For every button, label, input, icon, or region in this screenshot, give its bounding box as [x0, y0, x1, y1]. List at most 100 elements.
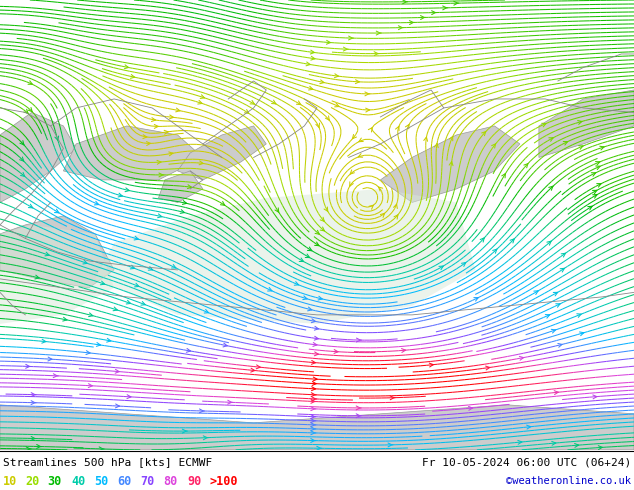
FancyArrowPatch shape	[100, 281, 105, 285]
FancyArrowPatch shape	[204, 310, 209, 313]
FancyArrowPatch shape	[307, 307, 312, 311]
FancyArrowPatch shape	[125, 188, 129, 192]
Polygon shape	[95, 189, 476, 324]
FancyArrowPatch shape	[318, 296, 322, 300]
FancyArrowPatch shape	[313, 377, 317, 381]
FancyArrowPatch shape	[134, 236, 138, 240]
FancyArrowPatch shape	[365, 92, 370, 96]
FancyArrowPatch shape	[380, 213, 385, 218]
FancyArrowPatch shape	[519, 356, 524, 360]
FancyArrowPatch shape	[486, 366, 489, 370]
FancyArrowPatch shape	[501, 173, 505, 178]
FancyArrowPatch shape	[28, 81, 32, 84]
FancyArrowPatch shape	[560, 269, 564, 272]
FancyArrowPatch shape	[115, 369, 119, 373]
FancyArrowPatch shape	[311, 319, 316, 322]
FancyArrowPatch shape	[42, 339, 46, 343]
Polygon shape	[63, 126, 203, 180]
FancyArrowPatch shape	[553, 293, 558, 296]
FancyArrowPatch shape	[359, 138, 363, 142]
FancyArrowPatch shape	[31, 392, 36, 396]
FancyArrowPatch shape	[579, 146, 583, 149]
FancyArrowPatch shape	[558, 343, 562, 347]
FancyArrowPatch shape	[598, 446, 602, 449]
FancyArrowPatch shape	[424, 137, 427, 141]
FancyArrowPatch shape	[311, 392, 316, 396]
FancyArrowPatch shape	[356, 406, 361, 410]
FancyArrowPatch shape	[25, 365, 31, 368]
FancyArrowPatch shape	[20, 172, 25, 176]
FancyArrowPatch shape	[309, 86, 313, 90]
FancyArrowPatch shape	[31, 437, 36, 441]
FancyArrowPatch shape	[169, 152, 173, 156]
FancyArrowPatch shape	[86, 351, 90, 354]
FancyArrowPatch shape	[376, 31, 381, 35]
FancyArrowPatch shape	[480, 238, 484, 242]
FancyArrowPatch shape	[551, 329, 555, 333]
FancyArrowPatch shape	[524, 164, 528, 168]
FancyArrowPatch shape	[118, 193, 122, 197]
FancyArrowPatch shape	[595, 162, 600, 165]
FancyArrowPatch shape	[579, 332, 584, 336]
FancyArrowPatch shape	[157, 160, 161, 164]
FancyArrowPatch shape	[378, 187, 383, 191]
Polygon shape	[0, 216, 114, 288]
FancyArrowPatch shape	[556, 304, 560, 307]
FancyArrowPatch shape	[271, 100, 276, 104]
FancyArrowPatch shape	[314, 352, 318, 356]
FancyArrowPatch shape	[578, 121, 582, 124]
FancyArrowPatch shape	[390, 396, 395, 400]
FancyArrowPatch shape	[311, 418, 316, 422]
FancyArrowPatch shape	[88, 384, 93, 388]
FancyArrowPatch shape	[316, 123, 320, 127]
FancyArrowPatch shape	[574, 443, 579, 447]
Text: 10: 10	[3, 475, 17, 488]
FancyArrowPatch shape	[398, 26, 403, 29]
FancyArrowPatch shape	[159, 173, 164, 177]
FancyArrowPatch shape	[134, 283, 139, 287]
FancyArrowPatch shape	[158, 214, 162, 218]
FancyArrowPatch shape	[547, 241, 551, 245]
FancyArrowPatch shape	[593, 195, 597, 198]
FancyArrowPatch shape	[306, 254, 309, 258]
FancyArrowPatch shape	[388, 443, 393, 447]
FancyArrowPatch shape	[28, 107, 32, 112]
FancyArrowPatch shape	[124, 65, 129, 69]
FancyArrowPatch shape	[454, 1, 459, 5]
FancyArrowPatch shape	[491, 144, 496, 148]
Text: 50: 50	[94, 475, 108, 488]
FancyArrowPatch shape	[26, 447, 31, 451]
FancyArrowPatch shape	[199, 409, 205, 413]
FancyArrowPatch shape	[324, 207, 328, 211]
FancyArrowPatch shape	[314, 326, 318, 330]
FancyArrowPatch shape	[154, 124, 158, 128]
FancyArrowPatch shape	[228, 400, 233, 404]
FancyArrowPatch shape	[462, 263, 466, 267]
FancyArrowPatch shape	[55, 209, 59, 213]
FancyArrowPatch shape	[83, 260, 87, 264]
FancyArrowPatch shape	[600, 146, 604, 150]
Text: Streamlines 500 hPa [kts] ECMWF: Streamlines 500 hPa [kts] ECMWF	[3, 457, 212, 467]
FancyArrowPatch shape	[199, 161, 204, 165]
FancyArrowPatch shape	[545, 315, 550, 318]
FancyArrowPatch shape	[53, 374, 58, 378]
FancyArrowPatch shape	[434, 144, 438, 147]
FancyArrowPatch shape	[268, 288, 272, 291]
FancyArrowPatch shape	[327, 40, 330, 44]
Polygon shape	[380, 126, 520, 202]
Text: 20: 20	[25, 475, 39, 488]
FancyArrowPatch shape	[356, 338, 361, 342]
FancyArrowPatch shape	[313, 343, 317, 346]
FancyArrowPatch shape	[561, 253, 566, 257]
FancyArrowPatch shape	[315, 230, 320, 234]
FancyArrowPatch shape	[35, 275, 39, 279]
FancyArrowPatch shape	[549, 138, 553, 141]
FancyArrowPatch shape	[198, 100, 202, 104]
FancyArrowPatch shape	[146, 142, 150, 146]
FancyArrowPatch shape	[294, 282, 299, 285]
FancyArrowPatch shape	[188, 185, 191, 189]
FancyArrowPatch shape	[306, 62, 310, 66]
FancyArrowPatch shape	[350, 170, 354, 174]
FancyArrowPatch shape	[369, 205, 373, 209]
FancyArrowPatch shape	[593, 395, 597, 399]
